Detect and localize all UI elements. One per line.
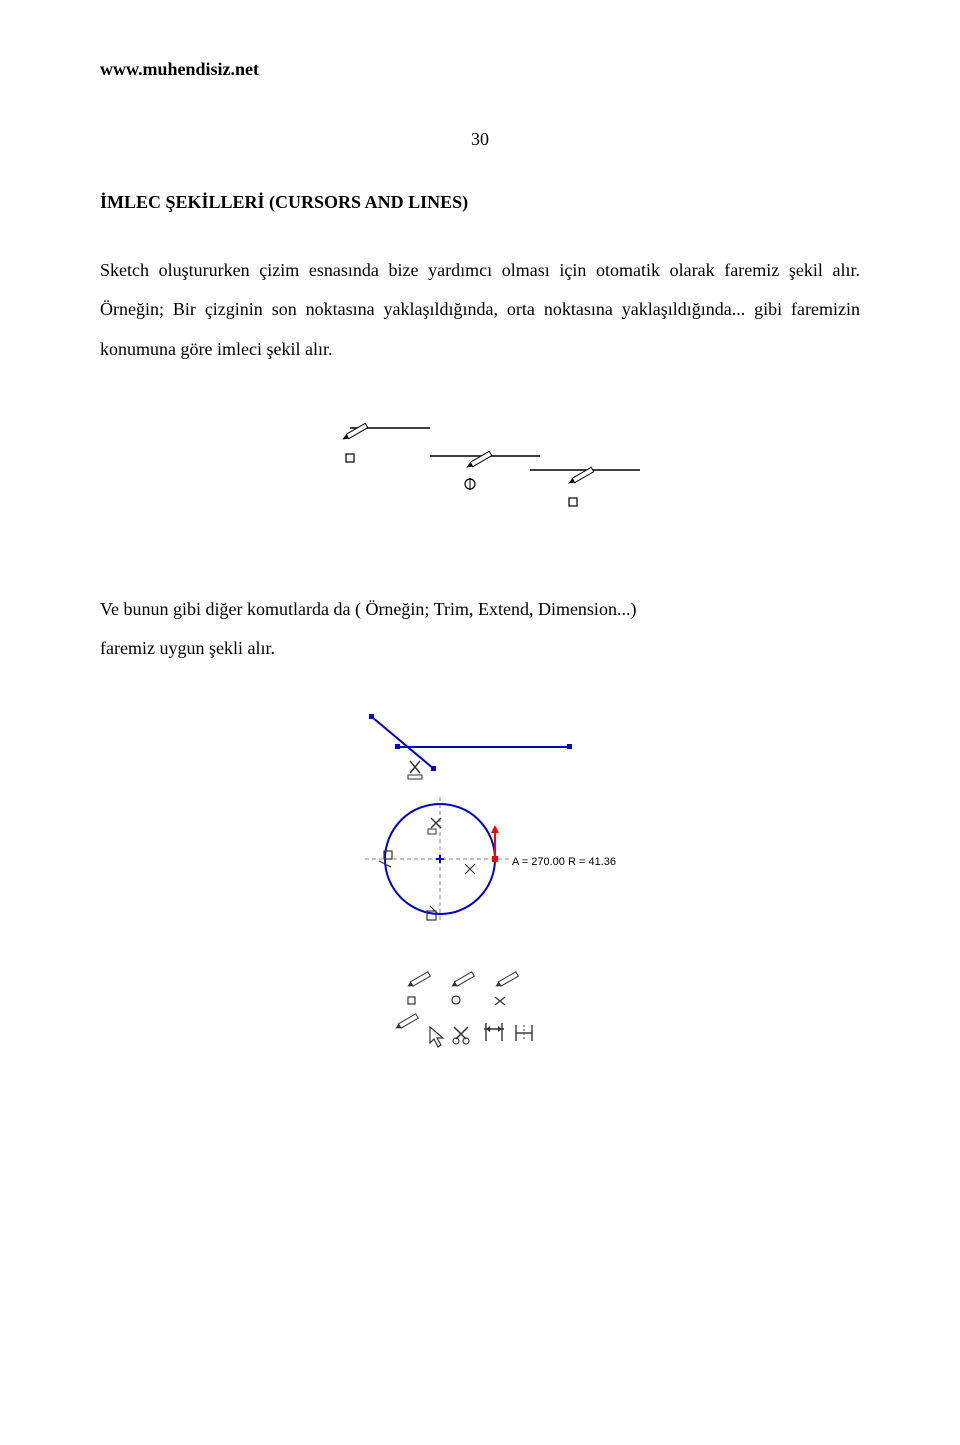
header-url: www.muhendisiz.net	[100, 50, 860, 90]
figure-geometry-cursors: A = 270.00 R = 41.36	[100, 709, 860, 1069]
paragraph-2a-text: Ve bunun gibi diğer komutlarda da ( Örne…	[100, 599, 636, 619]
section-title: İMLEC ŞEKİLLERİ (CURSORS AND LINES)	[100, 183, 860, 223]
figure-cursors-lines	[100, 410, 860, 530]
cursor-lines-svg	[310, 410, 650, 530]
document-page: www.muhendisiz.net 30 İMLEC ŞEKİLLERİ (C…	[0, 0, 960, 1149]
page-number: 30	[100, 120, 860, 160]
paragraph-2: Ve bunun gibi diğer komutlarda da ( Örne…	[100, 590, 860, 669]
paragraph-1: Sketch oluştururken çizim esnasında bize…	[100, 251, 860, 370]
geometry-svg: A = 270.00 R = 41.36	[320, 709, 640, 1069]
paragraph-2b-text: faremiz uygun şekli alır.	[100, 638, 275, 658]
paragraph-1-text: Sketch oluştururken çizim esnasında bize…	[100, 260, 860, 359]
annotation-text: A = 270.00 R = 41.36	[512, 856, 616, 868]
